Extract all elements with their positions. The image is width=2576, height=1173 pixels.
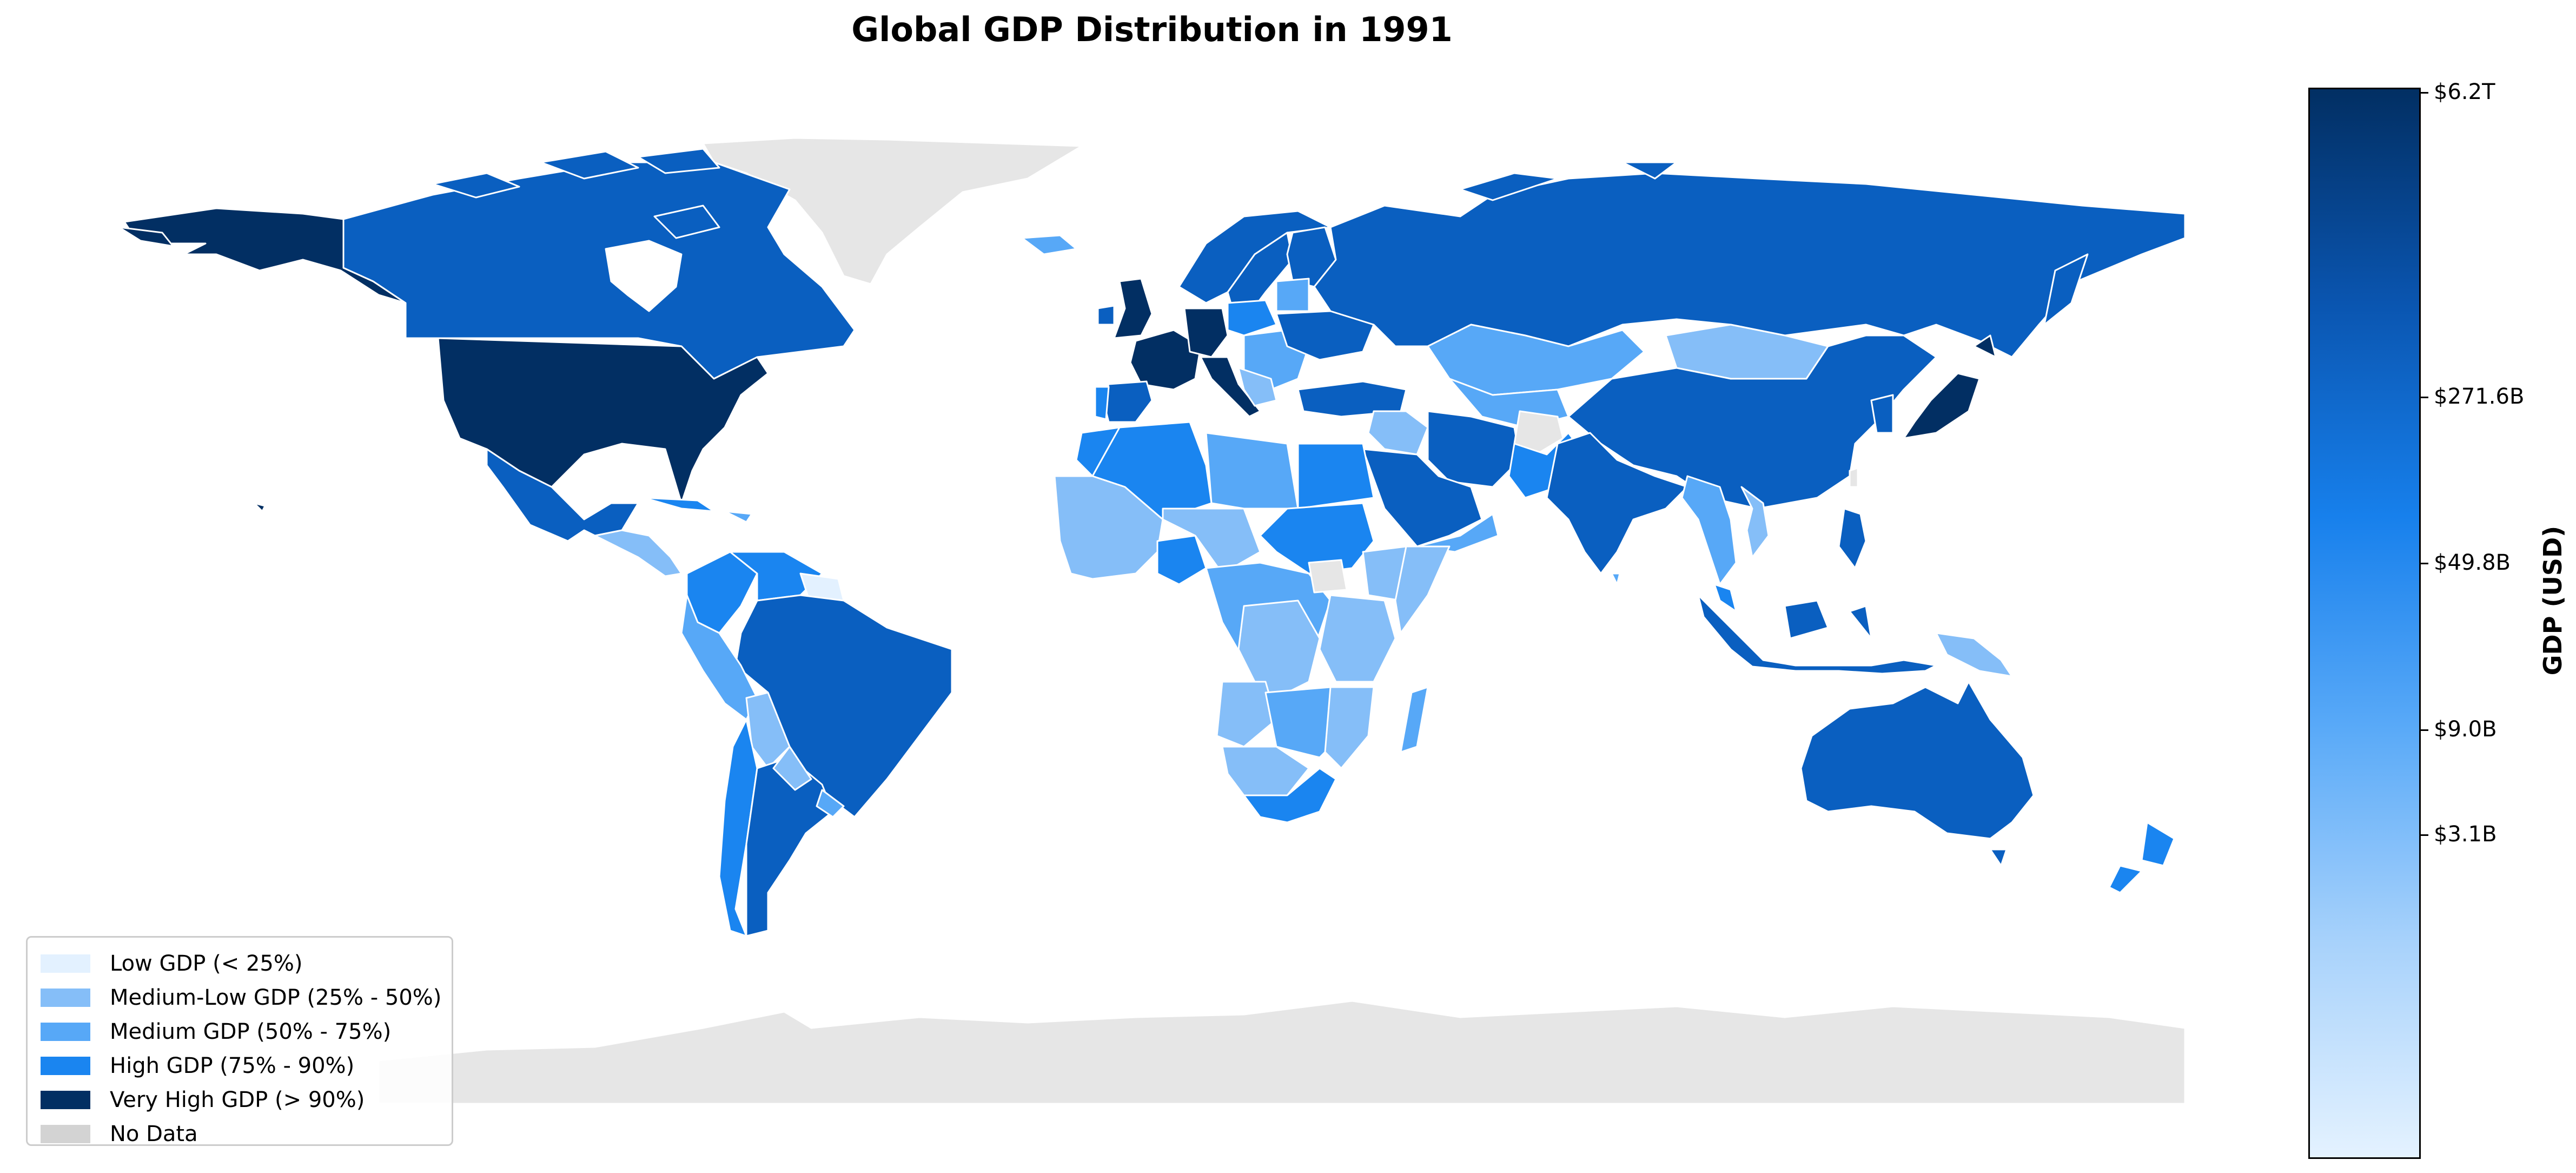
region-italy: [1200, 356, 1261, 418]
region-portugal: [1094, 386, 1110, 420]
region-hawaii: [253, 502, 266, 512]
region-india: [1546, 432, 1688, 575]
legend-swatch: [41, 1124, 90, 1143]
region-malaysia: [1713, 583, 1737, 612]
region-germany: [1183, 307, 1229, 358]
legend-label: No Data: [110, 1121, 198, 1146]
region-saudi-arabia: [1362, 448, 1483, 548]
region-angola: [1216, 681, 1277, 748]
region-yemen-oman: [1416, 513, 1499, 553]
legend-swatch: [41, 1022, 90, 1041]
region-syria-iraq: [1367, 410, 1429, 456]
colorbar-tick: [2421, 729, 2428, 731]
colorbar-tick-label: $3.1B: [2434, 822, 2497, 847]
colorbar-axis-label: GDP (USD): [2538, 525, 2567, 676]
legend-item: Medium GDP (50% - 75%): [41, 1014, 439, 1049]
legend-item: Medium-Low GDP (25% - 50%): [41, 980, 442, 1014]
region-alaska: [123, 207, 407, 304]
colorbar-tick-label: $9.0B: [2434, 717, 2497, 742]
legend-label: Very High GDP (> 90%): [110, 1087, 365, 1112]
region-spain: [1102, 380, 1153, 423]
region-south-sudan: [1308, 559, 1348, 594]
colorbar-tick: [2421, 397, 2428, 398]
colorbar-tick-label: $49.8B: [2434, 550, 2511, 575]
region-cuba: [643, 497, 715, 512]
region-tasmania: [1989, 848, 2008, 867]
region-ireland: [1097, 305, 1115, 326]
region-somalia: [1394, 545, 1451, 634]
legend-item: No Data: [41, 1117, 439, 1151]
colorbar: [2308, 88, 2421, 1159]
legend-label: High GDP (75% - 90%): [110, 1053, 355, 1078]
region-mozambique: [1324, 686, 1375, 769]
region-poland: [1227, 299, 1277, 337]
region-egypt: [1297, 443, 1375, 510]
region-paraguay: [772, 746, 812, 791]
region-new-zealand: [2108, 821, 2175, 894]
region-russia: [1313, 172, 2186, 358]
colorbar-tick: [2421, 834, 2428, 836]
region-iceland: [1021, 234, 1077, 255]
region-indonesia: [1697, 594, 1937, 675]
region-baltic: [1275, 278, 1310, 312]
region-uruguay: [816, 789, 845, 818]
region-aleutians: [118, 226, 174, 247]
region-france: [1129, 329, 1202, 391]
region-korea: [1870, 394, 1894, 434]
legend-item: High GDP (75% - 90%): [41, 1049, 439, 1083]
region-south-africa: [1243, 767, 1337, 823]
region-madagascar: [1400, 686, 1429, 753]
legend-item: Very High GDP (> 90%): [41, 1083, 439, 1117]
colorbar-tick-label: $271.6B: [2434, 384, 2525, 409]
region-uk: [1113, 278, 1153, 339]
colorbar-tick-label: $6.2T: [2434, 80, 2495, 104]
legend-item: Low GDP (< 25%): [41, 946, 439, 980]
region-west-africa: [1054, 475, 1164, 580]
legend-swatch: [41, 988, 90, 1007]
region-balkans: [1237, 367, 1277, 407]
region-afghanistan: [1513, 410, 1564, 456]
region-myanmar-thailand: [1681, 475, 1737, 585]
legend: Low GDP (< 25%) Medium-Low GDP (25% - 50…: [26, 936, 453, 1146]
region-philippines: [1838, 508, 1867, 569]
region-caribbean: [724, 510, 753, 523]
region-sri-lanka: [1611, 572, 1621, 585]
region-central-america: [594, 529, 683, 577]
region-papua: [1935, 632, 2013, 677]
region-vietnam: [1740, 486, 1770, 558]
region-taiwan: [1849, 467, 1859, 488]
region-libya: [1205, 432, 1299, 510]
region-novaya-zemlya: [1459, 161, 1678, 201]
map-title: Global GDP Distribution in 1991: [851, 10, 1453, 49]
legend-swatch: [41, 1056, 90, 1075]
region-argentina: [745, 756, 834, 937]
region-hudson-bay: [605, 240, 683, 312]
colorbar-tick: [2421, 92, 2428, 94]
colorbar-tick: [2421, 563, 2428, 564]
world-map: [118, 137, 2186, 1105]
legend-swatch: [41, 954, 90, 973]
legend-label: Medium GDP (50% - 75%): [110, 1019, 392, 1044]
legend-label: Low GDP (< 25%): [110, 951, 303, 976]
region-antarctica: [378, 1000, 2186, 1105]
legend-swatch: [41, 1090, 90, 1109]
legend-label: Medium-Low GDP (25% - 50%): [110, 985, 442, 1010]
region-nigeria: [1156, 535, 1207, 585]
region-kamchatka: [2043, 253, 2089, 326]
region-east-africa: [1319, 594, 1396, 683]
region-arctic-islands: [432, 148, 720, 239]
region-iran: [1427, 410, 1521, 488]
region-australia: [1800, 681, 2035, 840]
region-japan: [1903, 334, 1997, 439]
region-brazil: [734, 594, 953, 818]
